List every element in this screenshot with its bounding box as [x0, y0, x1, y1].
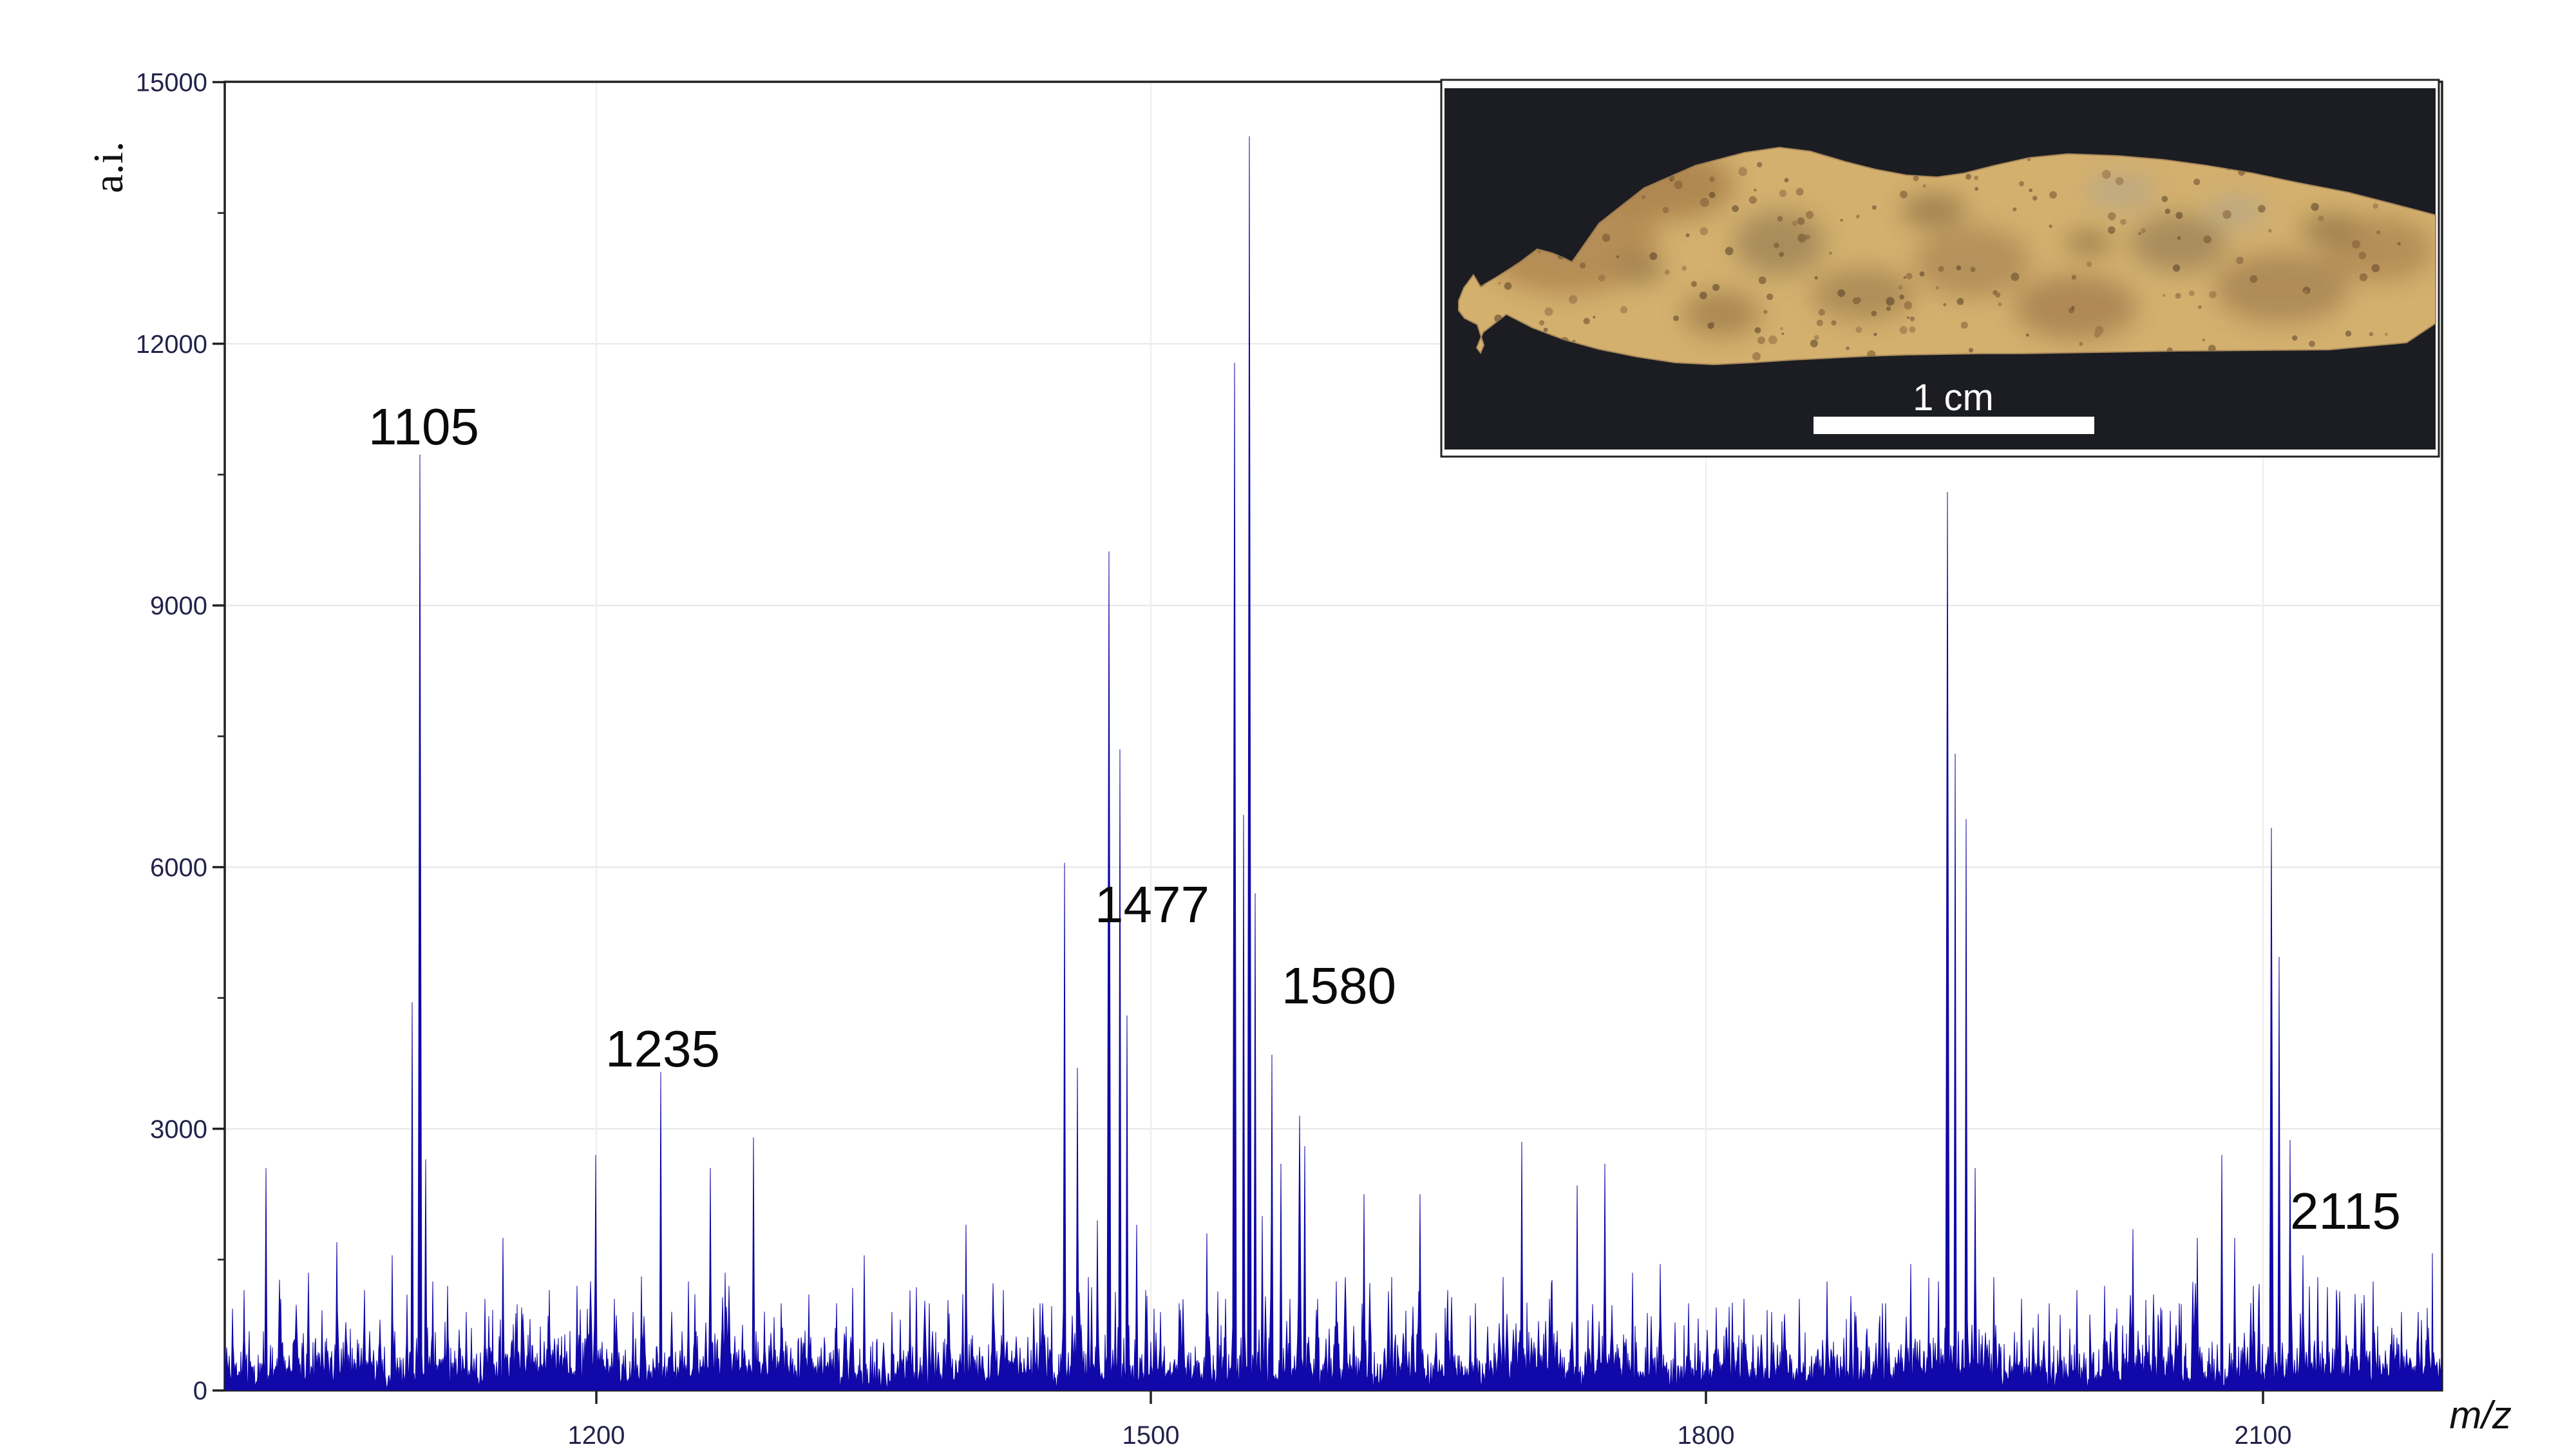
svg-text:3000: 3000	[150, 1115, 207, 1144]
svg-text:12000: 12000	[136, 330, 207, 359]
svg-text:1105: 1105	[368, 398, 479, 455]
svg-text:1200: 1200	[568, 1421, 625, 1449]
svg-text:1235: 1235	[605, 1020, 720, 1077]
svg-text:m/z: m/z	[2449, 1394, 2512, 1437]
svg-text:2115: 2115	[2290, 1182, 2401, 1240]
svg-text:1580: 1580	[1282, 957, 1396, 1014]
svg-text:1 cm: 1 cm	[1913, 377, 1994, 419]
svg-text:1477: 1477	[1095, 876, 1209, 933]
svg-text:a.i.: a.i.	[85, 141, 132, 193]
svg-text:6000: 6000	[150, 854, 207, 882]
svg-text:1800: 1800	[1678, 1421, 1735, 1449]
svg-text:15000: 15000	[136, 69, 207, 97]
svg-text:9000: 9000	[150, 592, 207, 620]
svg-text:1500: 1500	[1122, 1421, 1180, 1449]
svg-text:2100: 2100	[2235, 1421, 2292, 1449]
svg-text:0: 0	[193, 1377, 207, 1405]
